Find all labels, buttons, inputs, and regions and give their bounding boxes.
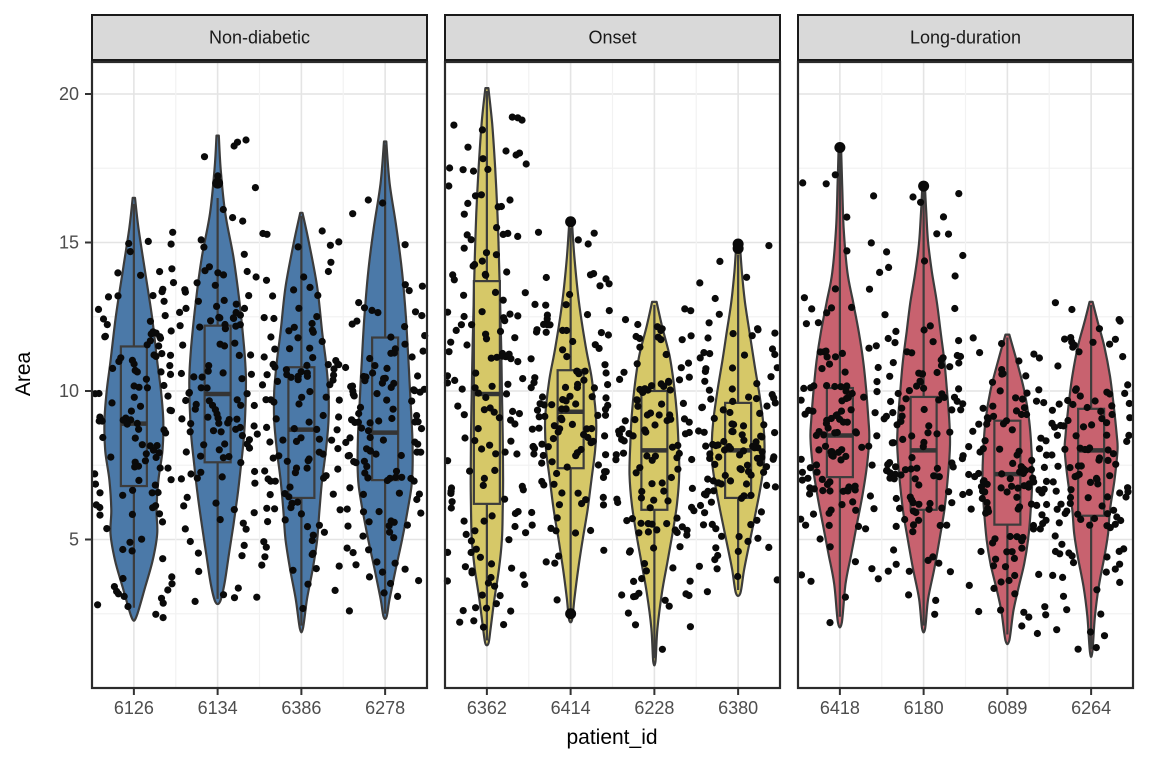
outlier-point	[212, 177, 224, 189]
box	[287, 366, 316, 500]
panel-border	[90, 60, 429, 690]
facet-Non-diabetic: Non-diabetic 6126 6134 6386 6278	[90, 14, 429, 718]
facet-strip	[91, 14, 428, 61]
y-tick-label-10: 10	[59, 381, 79, 401]
points-6380	[695, 242, 781, 596]
x-tick-label-6134: 6134	[198, 698, 238, 718]
facet-strip-label: Non-diabetic	[209, 28, 310, 48]
x-tick-label-6386: 6386	[281, 698, 321, 718]
y-tick-label-15: 15	[59, 233, 79, 253]
points-6126	[91, 228, 178, 622]
outlier-point	[732, 238, 744, 250]
x-tick-label-6126: 6126	[114, 698, 154, 718]
points-6134	[176, 136, 261, 606]
points-6414	[527, 228, 613, 604]
points-6278	[342, 196, 429, 615]
points-6264	[1048, 299, 1134, 653]
x-tick-label-6228: 6228	[634, 698, 674, 718]
facet-Long-duration: Long-duration 6418 6180 6089 6264	[796, 14, 1135, 718]
outlier-point	[565, 608, 577, 620]
outlier-point	[834, 141, 846, 153]
x-axis-title: patient_id	[566, 726, 658, 749]
outlier-point	[918, 180, 930, 192]
y-tick-label-5: 5	[69, 530, 79, 550]
x-tick-label-6089: 6089	[987, 698, 1027, 718]
facet-strip	[444, 14, 781, 61]
panel-border	[796, 60, 1135, 690]
x-tick-label-6362: 6362	[467, 698, 507, 718]
y-tick-label-20: 20	[59, 84, 79, 104]
points-6418	[797, 171, 884, 627]
outlier-point	[565, 216, 577, 228]
panel-border	[443, 60, 782, 690]
x-tick-label-6180: 6180	[904, 698, 944, 718]
x-tick-label-6414: 6414	[551, 698, 591, 718]
points-6228	[612, 305, 698, 653]
x-tick-label-6380: 6380	[718, 698, 758, 718]
x-tick-label-6264: 6264	[1071, 698, 1111, 718]
facet-Onset: Onset 6362 6414 6228 6380	[443, 14, 782, 718]
facet-strip	[797, 14, 1134, 61]
points-6089	[965, 334, 1051, 638]
facet-strip-label: Onset	[588, 28, 636, 48]
violin-6134	[188, 134, 248, 606]
x-tick-label-6418: 6418	[820, 698, 860, 718]
points-6386	[258, 227, 344, 613]
points-6180	[880, 190, 967, 618]
y-axis-title: Area	[12, 351, 35, 397]
x-tick-label-6278: 6278	[365, 698, 405, 718]
facet-strip-label: Long-duration	[910, 28, 1021, 48]
box	[909, 395, 938, 511]
